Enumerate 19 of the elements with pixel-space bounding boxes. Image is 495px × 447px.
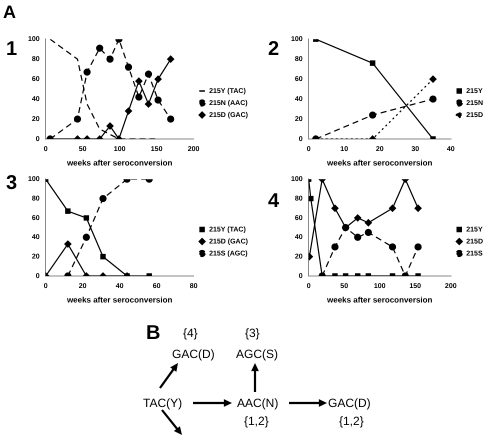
- text: A: [3, 2, 16, 23]
- text: 4: [268, 190, 280, 213]
- chart-title: 3: [6, 172, 18, 195]
- text: {4}: [183, 326, 198, 340]
- x-axis-title: weeks after seroconversion: [326, 295, 433, 304]
- text: AAC(N): [237, 396, 278, 410]
- text: TAC(Y): [143, 396, 182, 410]
- text: AGC(S): [236, 347, 278, 361]
- text: {1,2}: [244, 414, 269, 428]
- x-axis-title: weeks after seroconversion: [66, 158, 172, 168]
- chart-title: 1: [6, 38, 18, 61]
- text: GAC(D): [172, 347, 215, 361]
- text: {1,2}: [339, 414, 364, 428]
- text: GAC(D): [328, 396, 371, 410]
- text: {3}: [245, 326, 260, 340]
- x-axis-title: weeks after seroconversion: [66, 295, 172, 304]
- text: B: [146, 322, 160, 345]
- chart-title: 2: [268, 38, 280, 61]
- x-axis-title: weeks after seroconversion: [326, 158, 433, 168]
